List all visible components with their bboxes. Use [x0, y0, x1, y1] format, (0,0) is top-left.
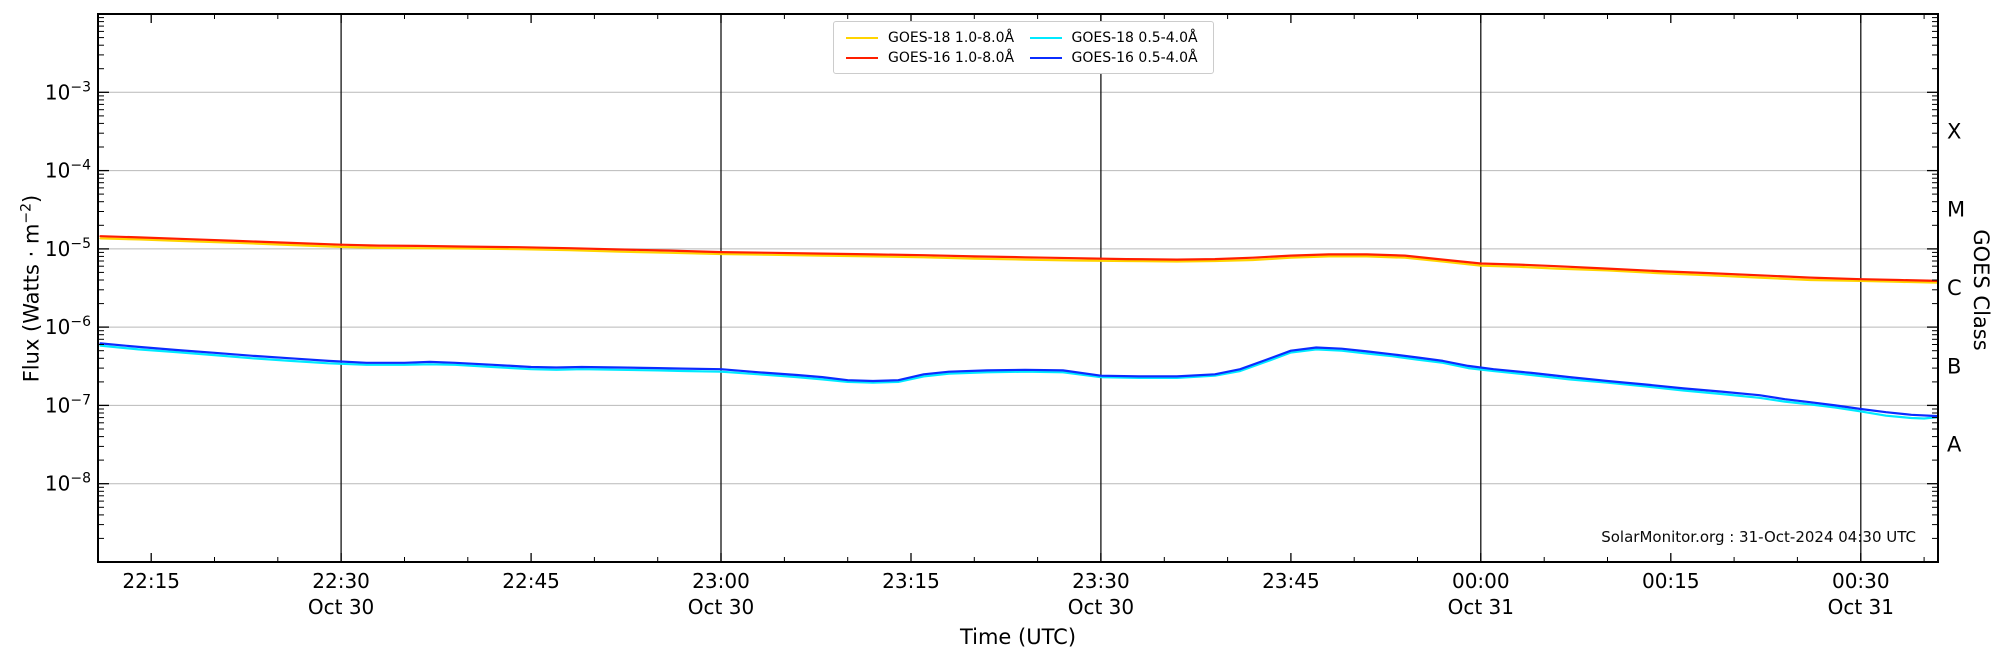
svg-text:22:30: 22:30 — [312, 569, 370, 593]
svg-text:23:00: 23:00 — [692, 569, 750, 593]
y-axis-label-suffix: ) — [19, 194, 44, 203]
svg-text:22:45: 22:45 — [502, 569, 560, 593]
legend-label-goes18-short: GOES-18 0.5-4.0Å — [1071, 29, 1198, 46]
legend-label-goes16-short: GOES-16 0.5-4.0Å — [1071, 49, 1198, 66]
legend-line-goes16-long — [846, 56, 878, 59]
y-axis-label-text: Flux (Watts · m — [19, 223, 44, 383]
svg-text:Oct 31: Oct 31 — [1448, 595, 1514, 619]
svg-text:10−4: 10−4 — [45, 158, 91, 183]
svg-text:A: A — [1947, 433, 1962, 457]
legend-label-goes18-long: GOES-18 1.0-8.0Å — [888, 29, 1015, 46]
svg-text:10−8: 10−8 — [45, 471, 91, 496]
legend-entry-goes16-long: GOES-16 1.0-8.0Å — [844, 50, 1020, 66]
legend-label-goes16-long: GOES-16 1.0-8.0Å — [888, 49, 1015, 66]
svg-text:M: M — [1947, 198, 1965, 222]
svg-text:00:30: 00:30 — [1832, 569, 1890, 593]
svg-text:22:15: 22:15 — [122, 569, 180, 593]
svg-text:10−6: 10−6 — [45, 314, 91, 339]
x-axis-label: Time (UTC) — [959, 625, 1077, 649]
legend-entry-goes18-long: GOES-18 1.0-8.0Å — [844, 30, 1020, 46]
legend-line-goes18-short — [1029, 36, 1062, 39]
svg-text:X: X — [1947, 119, 1961, 143]
legend-line-goes16-short — [1029, 56, 1062, 59]
svg-text:Oct 30: Oct 30 — [1068, 595, 1134, 619]
legend-line-goes18-long — [846, 36, 878, 39]
svg-text:23:45: 23:45 — [1262, 569, 1320, 593]
svg-text:00:15: 00:15 — [1642, 569, 1700, 593]
svg-text:10−5: 10−5 — [45, 236, 91, 261]
right-axis-label: GOES Class — [1969, 229, 1993, 351]
svg-text:C: C — [1947, 276, 1962, 300]
svg-text:Oct 30: Oct 30 — [308, 595, 374, 619]
svg-text:Oct 31: Oct 31 — [1828, 595, 1894, 619]
svg-text:B: B — [1947, 354, 1961, 378]
svg-text:23:30: 23:30 — [1072, 569, 1130, 593]
svg-text:23:15: 23:15 — [882, 569, 940, 593]
svg-text:10−7: 10−7 — [45, 392, 91, 417]
svg-text:10−3: 10−3 — [45, 79, 91, 104]
svg-text:00:00: 00:00 — [1452, 569, 1510, 593]
y-axis-label-exponent: −2 — [18, 202, 35, 224]
legend-entry-goes18-short: GOES-18 0.5-4.0Å — [1028, 30, 1204, 46]
legend-entry-goes16-short: GOES-16 0.5-4.0Å — [1028, 50, 1204, 66]
watermark: SolarMonitor.org : 31-Oct-2024 04:30 UTC — [1601, 528, 1916, 546]
svg-text:Oct 30: Oct 30 — [688, 595, 754, 619]
y-axis-label: Flux (Watts · m−2) — [19, 174, 44, 404]
legend: GOES-18 1.0-8.0Å GOES-18 0.5-4.0Å GOES-1… — [833, 21, 1214, 74]
